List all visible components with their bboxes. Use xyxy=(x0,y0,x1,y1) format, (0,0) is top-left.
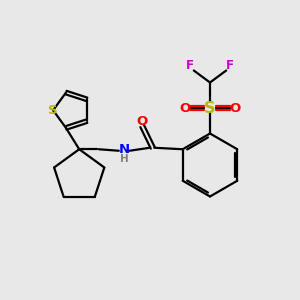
Text: O: O xyxy=(136,115,148,128)
Text: F: F xyxy=(186,59,194,72)
Text: F: F xyxy=(226,59,234,72)
Text: O: O xyxy=(230,101,241,115)
Text: N: N xyxy=(119,143,130,156)
Text: S: S xyxy=(48,104,58,117)
Text: S: S xyxy=(204,100,216,116)
Text: O: O xyxy=(179,101,190,115)
Text: H: H xyxy=(120,154,129,164)
